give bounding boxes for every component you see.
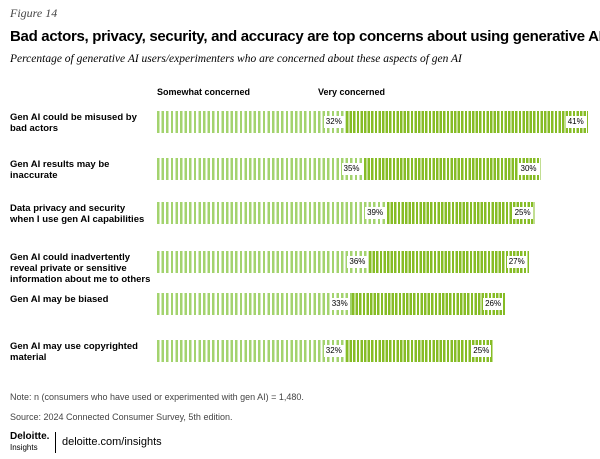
bar-segment: [351, 293, 506, 315]
category-label: Gen AI may use copyrighted material: [10, 341, 138, 363]
figure-label: Figure 14: [10, 6, 58, 20]
value-label: 41%: [565, 116, 586, 128]
category-label: Gen AI could be misused by bad actors: [10, 112, 137, 134]
bar-segment: [157, 340, 346, 362]
bar-segment: [157, 293, 352, 315]
value-label: 27%: [506, 256, 527, 268]
value-label: 32%: [323, 116, 344, 128]
value-label: 35%: [341, 163, 362, 175]
value-label: 33%: [329, 298, 350, 310]
category-label: Gen AI results may be inaccurate: [10, 159, 110, 181]
category-label: Gen AI may be biased: [10, 294, 109, 305]
logo-sub: Insights: [10, 443, 38, 452]
source: Source: 2024 Connected Consumer Survey, …: [10, 412, 233, 422]
bar-segment: [157, 111, 346, 133]
value-label: 30%: [518, 163, 539, 175]
separator: [55, 432, 56, 453]
bar-segment: [157, 251, 370, 273]
value-label: 26%: [483, 298, 504, 310]
bar-segment: [387, 202, 535, 224]
category-label: Gen AI could inadvertently reveal privat…: [10, 252, 151, 285]
bar-segment: [157, 158, 364, 180]
bar-segment: [157, 202, 388, 224]
value-label: 25%: [471, 345, 492, 357]
value-label: 36%: [347, 256, 368, 268]
category-label: Data privacy and security when I use gen…: [10, 203, 145, 225]
bar-segment: [363, 158, 541, 180]
chart-title: Bad actors, privacy, security, and accur…: [10, 28, 600, 45]
value-label: 32%: [323, 345, 344, 357]
legend-label: Very concerned: [318, 87, 386, 97]
bar-segment: [369, 251, 529, 273]
legend-label: Somewhat concerned: [157, 87, 251, 97]
url: deloitte.com/insights: [62, 436, 162, 448]
bar-segment: [345, 340, 494, 362]
value-label: 25%: [512, 207, 533, 219]
bar-segment: [345, 111, 588, 133]
chart-subtitle: Percentage of generative AI users/experi…: [10, 53, 462, 65]
logo: Deloitte.: [10, 431, 50, 442]
note: Note: n (consumers who have used or expe…: [10, 392, 304, 402]
value-label: 39%: [365, 207, 386, 219]
